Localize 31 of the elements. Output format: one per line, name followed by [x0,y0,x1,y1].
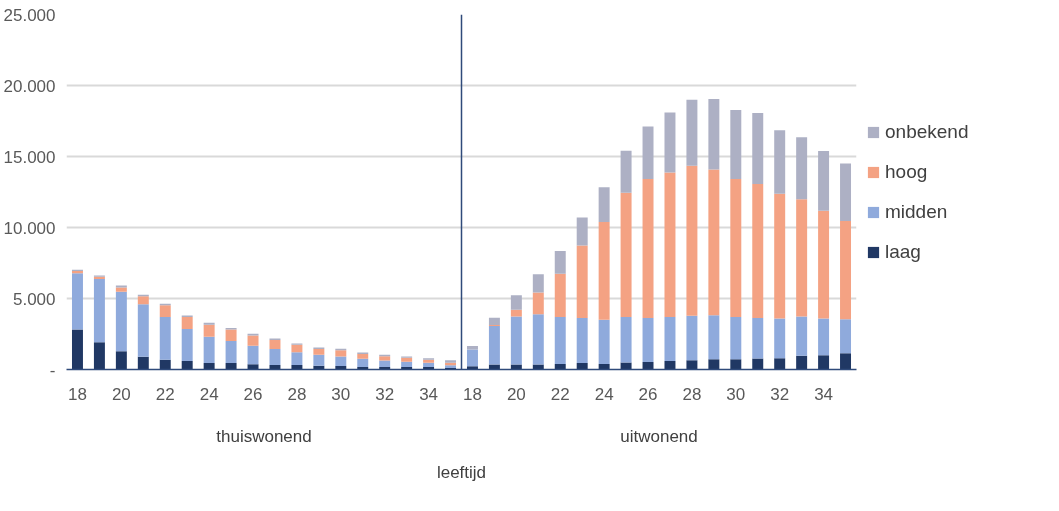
x-tick-label: 18 [463,384,482,404]
x-tick-label: 18 [68,384,87,404]
y-tick-label: - [49,360,56,380]
legend-label: laag [885,240,921,263]
x-tick-label: 28 [682,384,702,404]
x-tick-label: 20 [506,384,526,404]
y-tick-label: 15.000 [3,147,56,167]
x-tick-label: 24 [594,384,614,404]
y-tick-label: 10.000 [3,218,56,238]
x-tick-label: 26 [243,384,263,404]
legend-label: hoog [885,160,928,183]
x-tick-label: 20 [111,384,131,404]
x-tick-label: 34 [419,384,439,404]
x-tick-label: 28 [287,384,307,404]
x-tick-label: 26 [638,384,658,404]
text: thuiswonend [216,426,312,446]
x-tick-label: 30 [726,384,746,404]
x-tick-label: 24 [199,384,219,404]
x-tick-label: 22 [550,384,570,404]
x-tick-label: 32 [770,384,790,404]
x-tick-label: 22 [155,384,175,404]
text: uitwonend [620,426,698,446]
legend-label: onbekend [885,120,969,143]
x-tick-label: 30 [331,384,351,404]
y-tick-label: 5.000 [12,289,56,309]
x-axis-title: leeftijd [436,462,487,482]
x-tick-label: 34 [814,384,834,404]
x-tick-label: 32 [375,384,395,404]
y-tick-label: 25.000 [3,5,56,25]
legend-label: midden [885,200,948,223]
y-tick-label: 20.000 [3,76,56,96]
